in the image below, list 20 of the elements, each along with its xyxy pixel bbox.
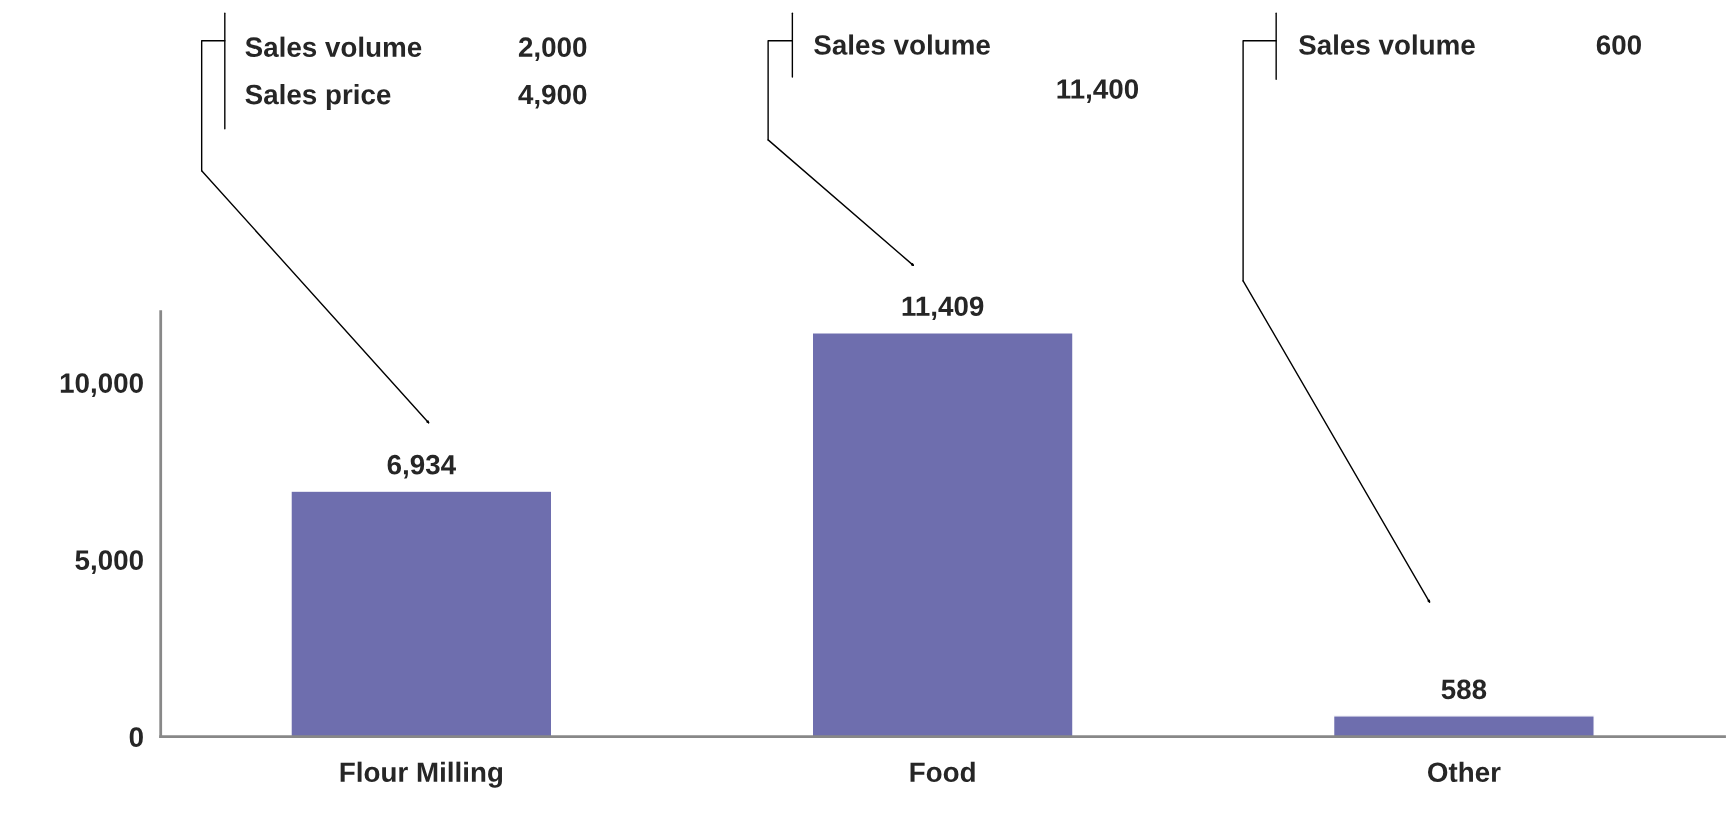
text: 600: [1596, 35, 1641, 55]
data-label: 588: [1441, 679, 1487, 700]
text: Sales volume: [1299, 34, 1475, 55]
data-label: 6,934: [387, 454, 456, 479]
text: Sales volume: [814, 34, 990, 55]
bar: [290, 490, 553, 737]
text: 2,000: [518, 37, 587, 62]
bar: [811, 331, 1074, 737]
text: 11,400: [1057, 79, 1139, 103]
y-tick-label: 0: [129, 727, 143, 748]
data-label: 11,409: [902, 296, 984, 321]
y-tick-label: 5,000: [75, 550, 143, 574]
x-tick-label: Food: [910, 761, 975, 783]
x-tick-label: Other: [1428, 761, 1501, 783]
text: Sales price: [245, 83, 391, 110]
text: Sales volume: [245, 36, 422, 58]
y-tick-label: 10,000: [60, 373, 143, 397]
bar: [1332, 715, 1595, 737]
text: 4,900: [518, 84, 587, 109]
x-tick-label: Flour Milling: [340, 761, 503, 788]
